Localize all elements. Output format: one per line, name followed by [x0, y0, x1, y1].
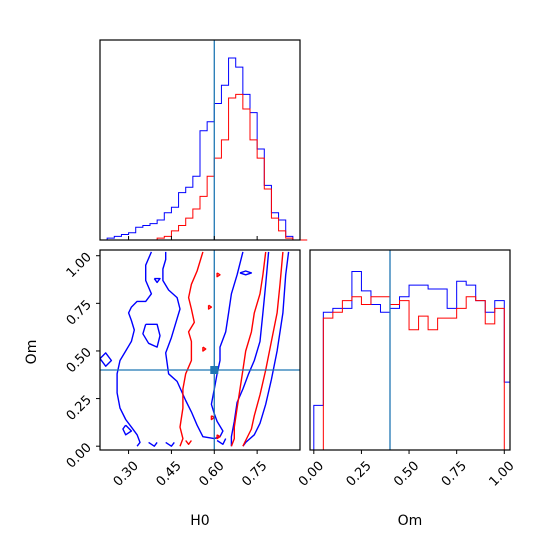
contour-x-tick-label: 0.45 — [154, 459, 185, 490]
contour-blue-9 — [153, 277, 161, 284]
contour-x-tick-label: 0.30 — [111, 459, 142, 490]
contour-y-tick-label: 0.75 — [64, 298, 95, 329]
h0-hist-red — [100, 93, 308, 241]
y-axis-label-om: Om — [24, 340, 40, 365]
contour-blue-8 — [165, 441, 175, 447]
contour-blue-11 — [216, 438, 227, 445]
contour-red-7 — [216, 434, 221, 440]
contour-frame — [99, 249, 301, 451]
x-axis-label-om: Om — [398, 513, 423, 529]
om-x-tick-label: 0.75 — [439, 459, 470, 490]
contour-y-ticks: 0.00 0.25 0.50 0.75 1.00 — [64, 250, 100, 471]
om-x-tick-label: 1.00 — [486, 459, 517, 490]
contour-red-6 — [216, 272, 221, 278]
contour-y-tick-label: 0.50 — [64, 345, 95, 376]
contour-blue-7 — [148, 441, 158, 447]
contour-y-tick-label: 0.25 — [64, 393, 95, 424]
contour-x-tick-label: 0.75 — [239, 459, 270, 490]
contour-blue-2 — [162, 251, 244, 440]
om-histogram-frame — [309, 249, 511, 451]
h0-histogram-panel — [99, 39, 308, 241]
contour-blue-1 — [230, 251, 270, 447]
contour-red-5 — [207, 304, 213, 310]
contour-red-8 — [210, 415, 216, 421]
contour-red-3 — [185, 440, 192, 445]
contour-red-1 — [230, 251, 267, 447]
om-hist-red — [310, 296, 510, 451]
om-x-tick-label: 0.00 — [296, 459, 327, 490]
contour-blue-3 — [116, 251, 153, 447]
truth-marker — [210, 366, 219, 374]
contour-blue-4 — [122, 424, 133, 436]
contour-x-ticks: 0.30 0.45 0.60 0.75 — [111, 450, 270, 490]
contour-y-tick-label: 1.00 — [64, 250, 95, 281]
contour-series — [100, 251, 290, 447]
contour-red-0 — [242, 251, 284, 447]
om-x-tick-label: 0.25 — [344, 459, 375, 490]
om-histogram-series — [310, 271, 511, 451]
contour-blue-10 — [239, 270, 253, 276]
contour-x-tick-label: 0.60 — [196, 459, 227, 490]
contour-red-4 — [202, 346, 207, 352]
h0-histogram-series — [100, 57, 308, 241]
h0-histogram-ticks — [128, 236, 258, 240]
contour-red-2 — [179, 251, 204, 447]
h0-hist-blue — [100, 57, 308, 241]
om-histogram-panel: 0.00 0.25 0.50 0.75 1.00 Om — [296, 249, 518, 529]
h0-histogram-frame — [99, 39, 301, 241]
contour-panel: 0.30 0.45 0.60 0.75 0.00 0.25 0.50 0.75 1.00 H0… — [24, 249, 301, 529]
contour-blue-0 — [242, 251, 290, 447]
contour-y-tick-label: 0.00 — [64, 440, 95, 471]
contour-blue-5 — [142, 323, 161, 348]
om-histogram-x-ticks: 0.00 0.25 0.50 0.75 1.00 — [296, 450, 518, 490]
om-hist-blue — [310, 271, 511, 451]
x-axis-label-h0: H0 — [190, 513, 209, 529]
contour-blue-6 — [100, 352, 113, 367]
om-x-tick-label: 0.50 — [391, 459, 422, 490]
